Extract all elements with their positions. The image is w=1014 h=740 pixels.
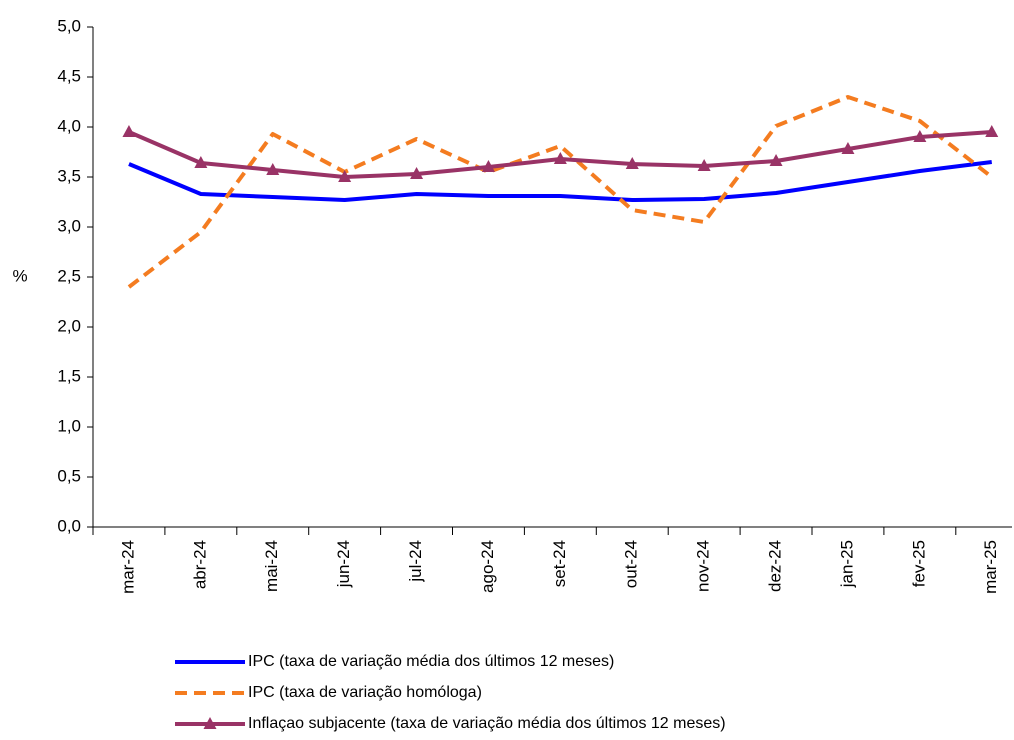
- y-tick-label: 5,0: [57, 16, 81, 35]
- series-marker: [769, 154, 783, 166]
- x-tick-label: fev-25: [909, 540, 928, 587]
- y-axis-label: %: [12, 266, 27, 285]
- series-marker: [625, 157, 639, 169]
- x-tick-label: mar-25: [981, 540, 1000, 594]
- series-marker: [410, 167, 424, 179]
- x-tick-label: jun-24: [334, 540, 353, 588]
- series-marker: [985, 125, 999, 137]
- x-tick-label: jul-24: [406, 540, 425, 583]
- x-tick-label: mai-24: [262, 540, 281, 592]
- x-tick-label: jan-25: [837, 540, 856, 588]
- y-tick-label: 3,5: [57, 166, 81, 185]
- series-line: [127, 95, 993, 289]
- y-tick-label: 4,0: [57, 116, 81, 135]
- x-tick-label: dez-24: [766, 540, 785, 592]
- y-tick-label: 3,0: [57, 216, 81, 235]
- y-tick-label: 1,5: [57, 366, 81, 385]
- x-tick-label: set-24: [550, 540, 569, 587]
- x-tick-label: abr-24: [190, 540, 209, 589]
- series-marker: [338, 170, 352, 182]
- legend-text: IPC (taxa de variação homóloga): [248, 684, 482, 701]
- x-tick-label: out-24: [622, 540, 641, 588]
- legend-text: Inflaçao subjacente (taxa de variação mé…: [248, 715, 726, 732]
- y-tick-label: 0,5: [57, 466, 81, 485]
- series-line: [128, 160, 992, 202]
- series-marker: [481, 160, 495, 172]
- series-marker: [194, 156, 208, 168]
- y-tick-label: 1,0: [57, 416, 81, 435]
- y-tick-label: 2,5: [57, 266, 81, 285]
- series-marker: [553, 152, 567, 164]
- series-marker: [697, 159, 711, 171]
- x-tick-label: ago-24: [478, 540, 497, 593]
- x-tick-label: mar-24: [118, 540, 137, 594]
- series-marker: [122, 125, 136, 137]
- y-tick-label: 4,5: [57, 66, 81, 85]
- series-marker: [266, 163, 280, 175]
- y-tick-label: 0,0: [57, 516, 81, 535]
- legend-marker: [203, 717, 217, 729]
- series-marker: [913, 130, 927, 142]
- legend-text: IPC (taxa de variação média dos últimos …: [248, 653, 614, 670]
- series-marker: [841, 142, 855, 154]
- x-tick-label: nov-24: [694, 540, 713, 592]
- y-tick-label: 2,0: [57, 316, 81, 335]
